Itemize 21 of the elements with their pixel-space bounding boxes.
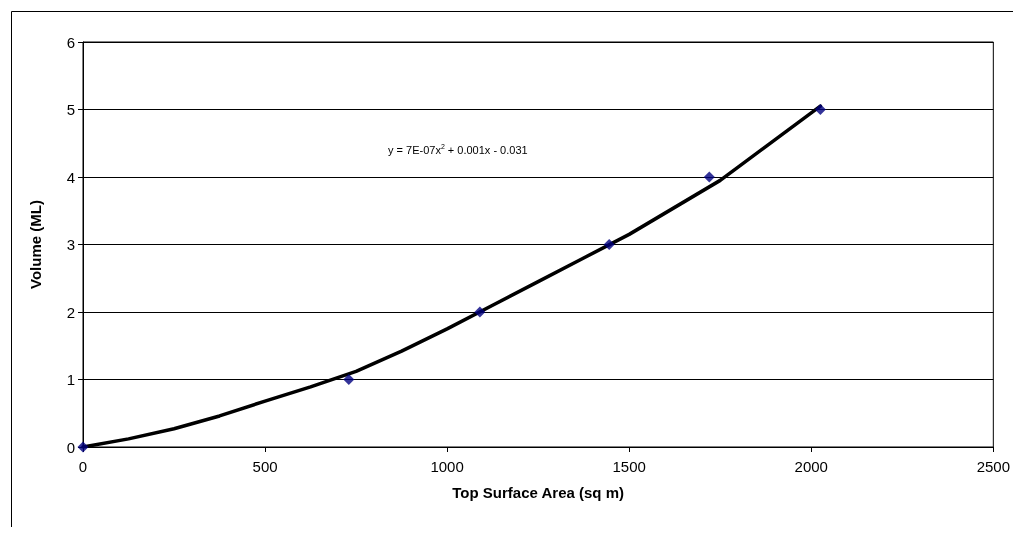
x-tick-label: 1500 bbox=[612, 458, 646, 475]
y-tick-label: 6 bbox=[66, 33, 75, 51]
x-tick-label: 0 bbox=[78, 458, 88, 475]
x-tick-label: 1000 bbox=[430, 458, 464, 475]
x-tick-label: 2000 bbox=[794, 458, 828, 475]
point bbox=[474, 306, 486, 318]
y-tick-label: 4 bbox=[66, 168, 75, 186]
point bbox=[603, 239, 615, 250]
y-tick-label: 2 bbox=[66, 303, 75, 321]
x-tick-label: 500 bbox=[252, 458, 278, 475]
point bbox=[703, 171, 715, 183]
y-tick-label: 3 bbox=[66, 236, 75, 253]
point bbox=[77, 441, 89, 453]
y-tick-label: 5 bbox=[66, 101, 75, 118]
x-axis-title: Top Surface Area (sq m) bbox=[452, 484, 625, 501]
y-tick-label: 0 bbox=[66, 438, 75, 456]
point bbox=[814, 104, 826, 115]
y-axis-title: Volume (ML) bbox=[27, 200, 44, 289]
y-tick-label: 1 bbox=[66, 371, 75, 388]
point bbox=[343, 374, 355, 385]
x-tick-label: 2500 bbox=[976, 458, 1010, 475]
